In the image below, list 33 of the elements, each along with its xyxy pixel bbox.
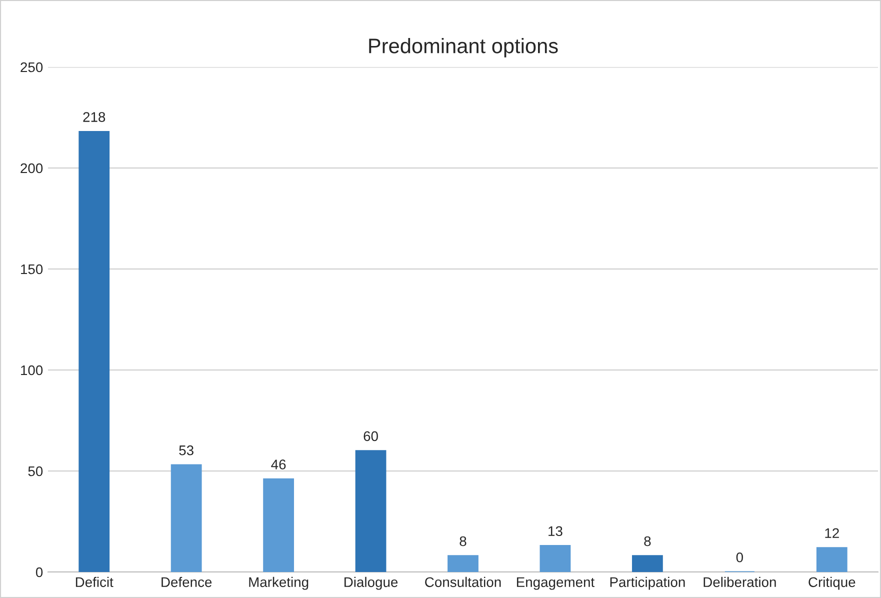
x-tick-label: Critique	[808, 576, 856, 590]
data-label: 46	[271, 460, 286, 470]
y-tick-label: 100	[21, 365, 43, 376]
data-label: 12	[825, 528, 839, 538]
bar	[355, 450, 386, 572]
x-tick-label: Deliberation	[704, 576, 776, 588]
data-label: 0	[736, 552, 743, 562]
y-tick-label: 200	[20, 163, 43, 174]
bar	[448, 555, 478, 572]
data-label: 8	[460, 536, 466, 546]
data-label: 60	[364, 431, 378, 442]
x-tick-label: Participation	[610, 576, 685, 590]
x-tick-label: Engagement	[516, 577, 595, 590]
data-label: 13	[548, 526, 562, 536]
x-tick-label: Consultation	[425, 576, 501, 588]
y-tick-label: 0	[36, 567, 43, 578]
x-tick-label: Deficit	[76, 576, 114, 588]
x-tick-label: Dialogue	[344, 576, 398, 590]
bar	[78, 130, 110, 572]
bar	[540, 545, 571, 572]
data-label: 218	[83, 112, 106, 122]
y-tick-label: 250	[20, 62, 43, 72]
x-tick-label: Defence	[162, 576, 212, 588]
y-tick-label: 150	[21, 264, 43, 274]
x-tick-label: Marketing	[249, 576, 308, 590]
y-tick-label: 50	[28, 466, 43, 476]
data-label: 53	[179, 445, 194, 456]
bar	[632, 555, 663, 572]
bar	[263, 478, 294, 572]
data-label: 8	[644, 536, 651, 546]
bar	[816, 547, 848, 572]
chart-title: Predominant options	[369, 38, 558, 58]
bar	[170, 464, 202, 572]
